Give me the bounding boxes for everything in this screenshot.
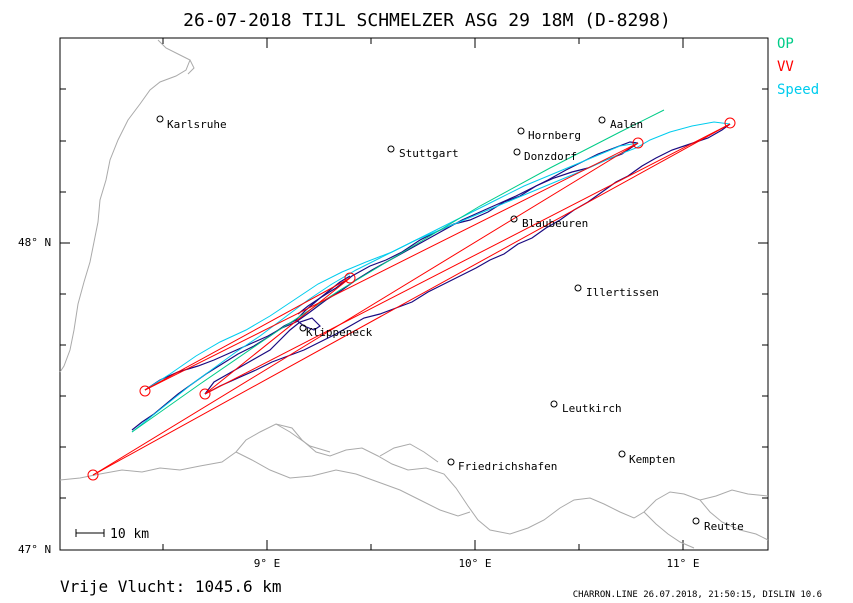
turnpoint-marker <box>344 272 356 284</box>
turnpoint-marker <box>199 388 211 400</box>
city-label: Aalen <box>610 118 643 131</box>
vv-line-4 <box>144 142 639 391</box>
city-label: Blaubeuren <box>522 217 588 230</box>
turnpoint-marker <box>724 117 736 129</box>
city-marker <box>510 215 518 223</box>
city-marker <box>513 148 521 156</box>
city-marker <box>299 324 307 332</box>
city-marker <box>550 400 558 408</box>
op-line <box>131 109 665 433</box>
vv-line-6 <box>204 277 351 395</box>
city-markers <box>156 115 700 525</box>
vv-lines <box>92 123 731 476</box>
scale-bar-label: 10 km <box>110 527 149 542</box>
vv-line-3 <box>144 277 351 391</box>
city-label: Illertissen <box>586 286 659 299</box>
city-label: Klippeneck <box>306 326 373 339</box>
city-label: Kempten <box>629 453 675 466</box>
city-marker <box>692 517 700 525</box>
free-flight-distance: Vrije Vlucht: 1045.6 km <box>60 577 282 596</box>
track-leg-4 <box>204 123 731 395</box>
lon-label-10: 10° E <box>458 557 491 570</box>
lat-label-47: 47° N <box>18 543 51 556</box>
legend-speed: Speed <box>777 82 819 98</box>
legend-vv: VV <box>777 59 794 75</box>
city-marker <box>387 145 395 153</box>
city-label: Karlsruhe <box>167 118 227 131</box>
track-leg-2 <box>295 142 639 321</box>
turnpoint-marker <box>87 469 99 481</box>
axis-ticks <box>60 38 768 550</box>
city-label: Friedrichshafen <box>458 460 557 473</box>
city-label: Leutkirch <box>562 402 622 415</box>
turnpoint-marker <box>139 385 151 397</box>
map-frame <box>59 37 769 551</box>
city-marker <box>574 284 582 292</box>
city-label: Reutte <box>704 520 744 533</box>
turnpoint-marker <box>632 137 644 149</box>
lon-label-9: 9° E <box>254 557 281 570</box>
turnpoints <box>87 117 736 481</box>
scale-bar <box>75 529 105 537</box>
map-title: 26-07-2018 TIJL SCHMELZER ASG 29 18M (D-… <box>183 10 671 31</box>
city-marker <box>447 458 455 466</box>
speed-line-1 <box>144 121 731 391</box>
lat-label-48: 48° N <box>18 236 51 249</box>
city-label: Stuttgart <box>399 147 459 160</box>
track-leg-5 <box>204 317 321 395</box>
vv-line-2 <box>92 142 639 476</box>
city-marker <box>156 115 164 123</box>
city-marker <box>618 450 626 458</box>
city-marker <box>598 116 606 124</box>
vv-line-1 <box>92 123 731 476</box>
legend: OP VV Speed <box>777 36 819 98</box>
footer-info: CHARRON.LINE 26.07.2018, 21:50:15, DISLI… <box>573 590 822 600</box>
track-leg-6 <box>297 275 351 315</box>
city-labels: Karlsruhe Stuttgart Hornberg Aalen Donzd… <box>167 118 744 533</box>
speed-line-2 <box>131 142 639 433</box>
speed-track <box>131 121 731 433</box>
terrain-lines <box>59 39 769 549</box>
city-marker <box>517 127 525 135</box>
city-label: Donzdorf <box>524 150 577 163</box>
city-label: Hornberg <box>528 129 581 142</box>
legend-op: OP <box>777 36 794 52</box>
vv-line-5 <box>204 123 731 395</box>
lon-label-11: 11° E <box>666 557 699 570</box>
